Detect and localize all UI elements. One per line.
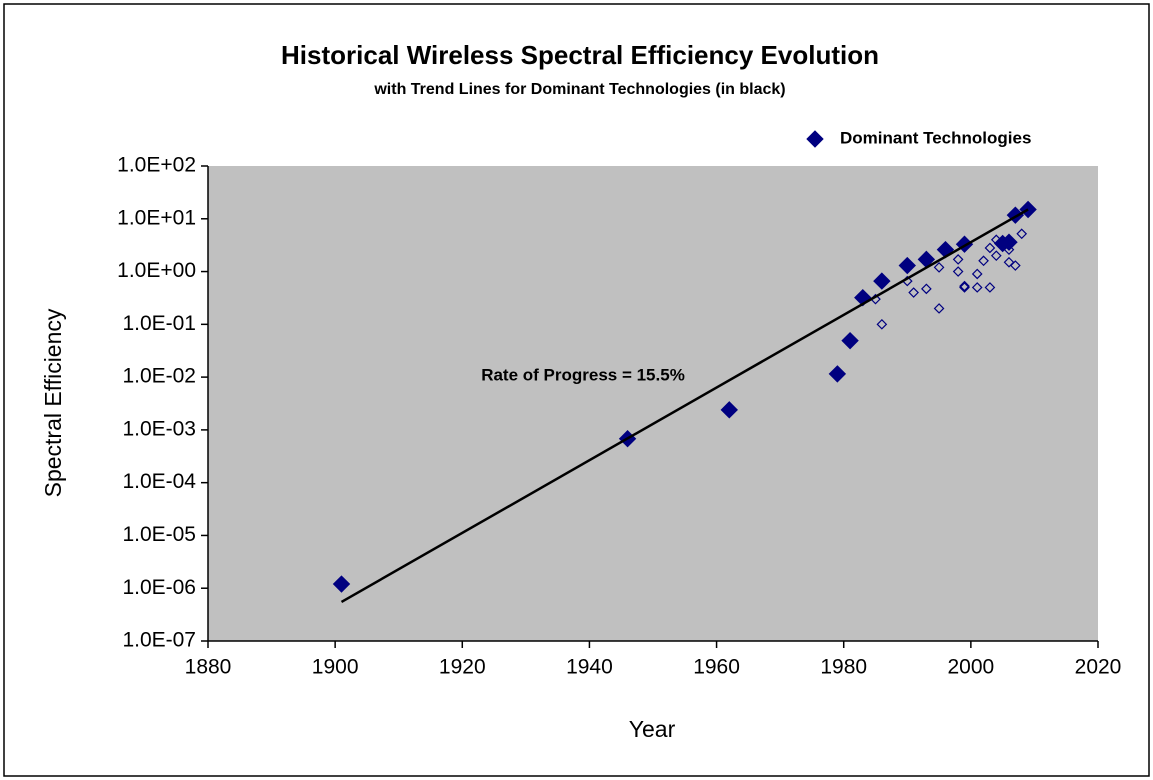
y-tick-label: 1.0E-04 (122, 470, 196, 493)
x-tick-label: 1980 (820, 656, 867, 679)
plot-area (208, 166, 1098, 641)
x-tick-label: 2020 (1075, 656, 1122, 679)
y-axis-label: Spectral Efficiency (40, 308, 66, 497)
point (1003, 244, 1015, 256)
y-tick-label: 1.0E-07 (122, 629, 196, 652)
point (332, 575, 351, 593)
point (971, 282, 983, 293)
point (876, 318, 888, 330)
point (828, 365, 847, 383)
x-tick-label: 1940 (566, 656, 613, 679)
y-tick-label: 1.0E-01 (122, 312, 196, 335)
point (921, 283, 932, 295)
x-tick-label: 1900 (312, 656, 359, 679)
y-tick-label: 1.0E+01 (117, 206, 196, 229)
point (952, 254, 964, 265)
y-tick-label: 1.0E-02 (122, 365, 196, 388)
chart-subtitle: with Trend Lines for Dominant Technologi… (373, 81, 785, 98)
x-tick-label: 1960 (693, 656, 740, 679)
x-axis-label: Year (629, 716, 676, 742)
trend-line (340, 208, 1029, 604)
chart-title: Historical Wireless Spectral Efficiency … (281, 40, 879, 70)
point (1016, 228, 1028, 240)
point (971, 268, 983, 280)
point (952, 266, 964, 277)
point (959, 280, 970, 292)
legend-label: Dominant Technologies (840, 128, 1031, 147)
point (908, 287, 919, 298)
point (720, 401, 738, 419)
x-tick-label: 1880 (185, 656, 232, 679)
y-tick-label: 1.0E-06 (122, 576, 196, 599)
x-tick-label: 2000 (947, 656, 994, 679)
point (984, 242, 996, 254)
point (841, 331, 859, 350)
point (933, 262, 945, 273)
point (898, 256, 916, 275)
point (978, 255, 989, 267)
x-tick-label: 1920 (439, 656, 486, 679)
point (959, 282, 970, 293)
annotation: Rate of Progress = 15.5% (481, 365, 685, 384)
legend-marker (806, 130, 824, 148)
point (984, 282, 996, 293)
y-tick-label: 1.0E-03 (122, 417, 196, 440)
point (873, 272, 891, 290)
point (990, 250, 1002, 262)
point (854, 288, 872, 307)
point (1000, 233, 1018, 251)
point (990, 234, 1002, 246)
point (1003, 256, 1015, 268)
point (1010, 260, 1021, 271)
point (933, 303, 945, 314)
y-tick-label: 1.0E+00 (117, 259, 196, 282)
y-tick-label: 1.0E-05 (122, 523, 196, 546)
y-tick-label: 1.0E+02 (117, 154, 196, 177)
